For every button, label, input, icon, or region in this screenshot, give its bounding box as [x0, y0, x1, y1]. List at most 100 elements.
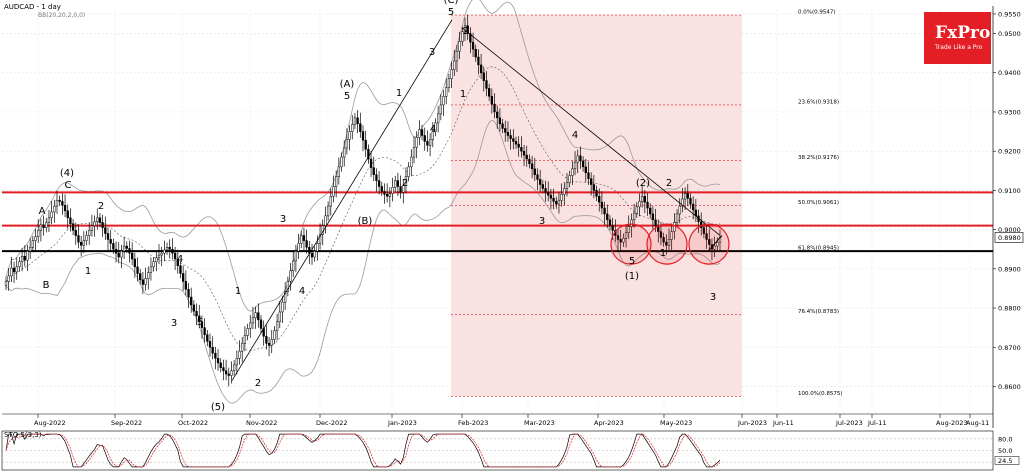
candle-body — [120, 250, 123, 258]
candle-body — [147, 272, 150, 279]
candle-body — [184, 281, 187, 290]
candle-body — [45, 222, 48, 228]
candle-body — [369, 158, 373, 168]
candle-body — [651, 213, 655, 221]
wave-label: 3 — [280, 214, 286, 225]
candle-body — [501, 123, 504, 129]
time-axis-label: Jul-2023 — [835, 419, 863, 427]
candle-body — [356, 117, 359, 124]
candle-body — [29, 247, 32, 252]
candle-body — [423, 135, 426, 142]
candle-body — [598, 196, 601, 203]
candle-body — [34, 236, 37, 241]
candle-body — [31, 240, 34, 248]
wave-label: 2 — [255, 378, 261, 389]
wave-label: C — [65, 180, 72, 191]
candle-body — [211, 347, 214, 354]
candle-body — [713, 245, 716, 250]
candle-body — [463, 25, 467, 32]
stochastic-current-label: 24.5 — [998, 457, 1012, 465]
candle-body — [243, 335, 247, 344]
candle-body — [351, 124, 354, 132]
candle-body — [18, 261, 21, 268]
candle-body — [195, 310, 198, 317]
candle-body — [230, 370, 233, 376]
time-axis-label: Aug-2023 — [936, 419, 968, 427]
candle-body — [155, 257, 158, 263]
candle-body — [206, 334, 209, 342]
candle-body — [286, 281, 289, 292]
candle-body — [136, 266, 139, 274]
candle-body — [675, 213, 679, 223]
wave-label: (A) — [340, 79, 355, 90]
candle-body — [82, 240, 85, 246]
wave-label: (B) — [358, 216, 373, 227]
candle-body — [541, 184, 544, 189]
candle-body — [702, 227, 706, 234]
candle-body — [326, 205, 330, 217]
candle-body — [667, 239, 671, 246]
candle-body — [437, 113, 440, 124]
candle-body — [573, 161, 577, 170]
current-price-label: 0.8980 — [998, 234, 1021, 242]
wave-label: (2) — [636, 178, 650, 189]
price-axis-label: 0.8600 — [998, 383, 1021, 391]
candle-body — [412, 147, 416, 158]
candle-body — [479, 64, 483, 73]
candle-body — [273, 330, 276, 340]
candle-body — [474, 48, 477, 58]
wave-label: 1 — [235, 286, 241, 297]
candle-body — [587, 172, 590, 179]
bollinger-upper — [5, 0, 721, 312]
fibonacci-zone — [451, 14, 742, 397]
candle-body — [171, 248, 174, 254]
price-axis-label: 0.8900 — [998, 265, 1021, 273]
candle-body — [496, 111, 499, 119]
candle-body — [509, 135, 512, 139]
time-axis-label: Sep-2022 — [111, 419, 142, 427]
candle-body — [705, 233, 708, 240]
wave-label: 4 — [430, 124, 436, 135]
candle-body — [61, 201, 64, 206]
candle-body — [300, 235, 303, 244]
candle-body — [418, 129, 421, 138]
candle-body — [681, 198, 684, 207]
fib-level-label: 50.0%(0.9061) — [798, 200, 839, 206]
candle-body — [71, 223, 75, 231]
candle-body — [316, 243, 319, 252]
fib-level-label: 0.0%(0.9547) — [798, 10, 836, 16]
candle-body — [190, 296, 193, 306]
wave-label: 5 — [448, 7, 454, 18]
candle-body — [581, 160, 585, 168]
candle-body — [131, 252, 134, 260]
candle-body — [616, 235, 620, 240]
candle-body — [125, 245, 128, 249]
candle-body — [348, 131, 351, 140]
candle-body — [313, 250, 316, 258]
wave-label: (4) — [60, 168, 74, 179]
candle-body — [471, 41, 475, 50]
candle-body — [455, 50, 459, 62]
candle-body — [179, 265, 182, 274]
bollinger-middle — [5, 66, 721, 351]
wave-label: (5) — [211, 402, 225, 413]
candle-body — [251, 317, 255, 324]
candle-body — [109, 239, 112, 244]
current-price-box — [994, 232, 1024, 243]
candle-body — [396, 180, 400, 187]
candle-body — [122, 245, 126, 252]
candle-body — [15, 266, 18, 273]
candle-body — [493, 103, 496, 113]
wave-label: A — [39, 206, 46, 217]
candle-body — [630, 219, 633, 227]
candle-body — [608, 219, 612, 226]
candle-body — [88, 230, 91, 236]
candle-body — [90, 225, 94, 231]
candle-body — [104, 227, 107, 234]
candle-body — [555, 201, 558, 205]
fibonacci-labels: 0.0%(0.9547) 23.6%(0.9318) 38.2%(0.9176) 50… — [798, 10, 843, 397]
candle-body — [227, 373, 230, 376]
candle-body — [249, 322, 252, 329]
candle-body — [20, 256, 24, 263]
